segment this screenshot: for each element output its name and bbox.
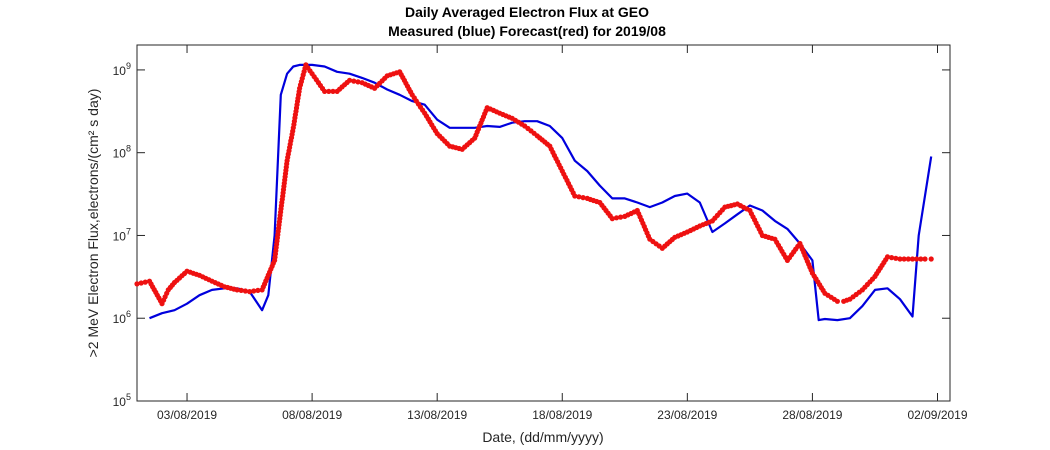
forecast-marker	[242, 288, 248, 294]
chart-subtitle: Measured (blue) Forecast(red) for 2019/0…	[388, 23, 666, 39]
forecast-marker	[914, 256, 920, 262]
x-axis-ticks: 03/08/2019 08/08/2019 13/08/2019 18/08/2019…	[157, 45, 968, 422]
forecast-point	[834, 298, 841, 304]
forecast-marker	[351, 78, 357, 84]
plot-area	[136, 44, 951, 402]
x-tick-label: 18/08/2019	[532, 408, 592, 422]
y-tick-exponent: 7	[126, 226, 131, 236]
forecast-point	[572, 193, 578, 199]
forecast-point	[322, 88, 328, 94]
y-axis-label: >2 MeV Electron Flux,electrons/(cm² s da…	[85, 89, 101, 358]
x-tick-label: 13/08/2019	[407, 408, 467, 422]
forecast-marker	[613, 215, 620, 221]
forecast-marker	[142, 279, 148, 285]
forecast-point	[234, 287, 240, 293]
y-tick-exponent: 5	[126, 392, 131, 402]
forecast-point	[897, 256, 903, 262]
y-tick-base: 10	[113, 229, 127, 243]
y-tick-label: 105	[113, 392, 131, 409]
x-tick-label: 02/09/2019	[907, 408, 967, 422]
x-tick-label: 03/08/2019	[157, 408, 217, 422]
plot-frame	[136, 44, 951, 402]
forecast-marker	[355, 79, 361, 85]
y-tick-exponent: 6	[126, 309, 131, 319]
x-axis-label: Date, (dd/mm/yyyy)	[482, 429, 603, 445]
series-line-measured	[149, 63, 933, 322]
y-tick-base: 10	[113, 64, 127, 78]
forecast-marker	[905, 256, 911, 262]
forecast-marker	[138, 280, 144, 286]
y-tick-base: 10	[113, 147, 127, 161]
series-layer	[134, 62, 934, 322]
x-tick-label: 08/08/2019	[282, 408, 342, 422]
forecast-point	[928, 256, 934, 262]
forecast-marker	[326, 88, 332, 94]
forecast-marker	[918, 256, 924, 262]
y-tick-label: 108	[113, 144, 131, 161]
series-markers-forecast	[134, 62, 934, 307]
forecast-point	[609, 216, 615, 222]
y-tick-base: 10	[113, 395, 127, 409]
forecast-marker	[251, 288, 257, 294]
y-tick-exponent: 9	[126, 61, 131, 71]
forecast-point	[247, 289, 253, 295]
forecast-point	[134, 281, 140, 287]
forecast-marker	[238, 287, 244, 293]
forecast-marker	[576, 194, 582, 200]
forecast-point	[909, 256, 916, 262]
forecast-point	[884, 254, 891, 260]
x-tick-label: 23/08/2019	[657, 408, 717, 422]
forecast-marker	[889, 255, 895, 261]
chart-title: Daily Averaged Electron Flux at GEO	[405, 4, 649, 20]
x-tick-label: 28/08/2019	[782, 408, 842, 422]
forecast-marker	[255, 287, 261, 293]
forecast-marker	[893, 255, 899, 261]
forecast-marker	[618, 214, 624, 220]
forecast-marker	[580, 195, 586, 201]
y-tick-label: 109	[113, 61, 131, 78]
forecast-point	[347, 77, 353, 83]
y-tick-label: 107	[113, 226, 131, 243]
forecast-marker	[330, 88, 336, 94]
y-tick-label: 106	[113, 309, 131, 326]
y-tick-base: 10	[113, 312, 127, 326]
y-tick-exponent: 8	[126, 144, 131, 154]
forecast-marker	[901, 256, 907, 262]
forecast-point	[922, 256, 928, 262]
